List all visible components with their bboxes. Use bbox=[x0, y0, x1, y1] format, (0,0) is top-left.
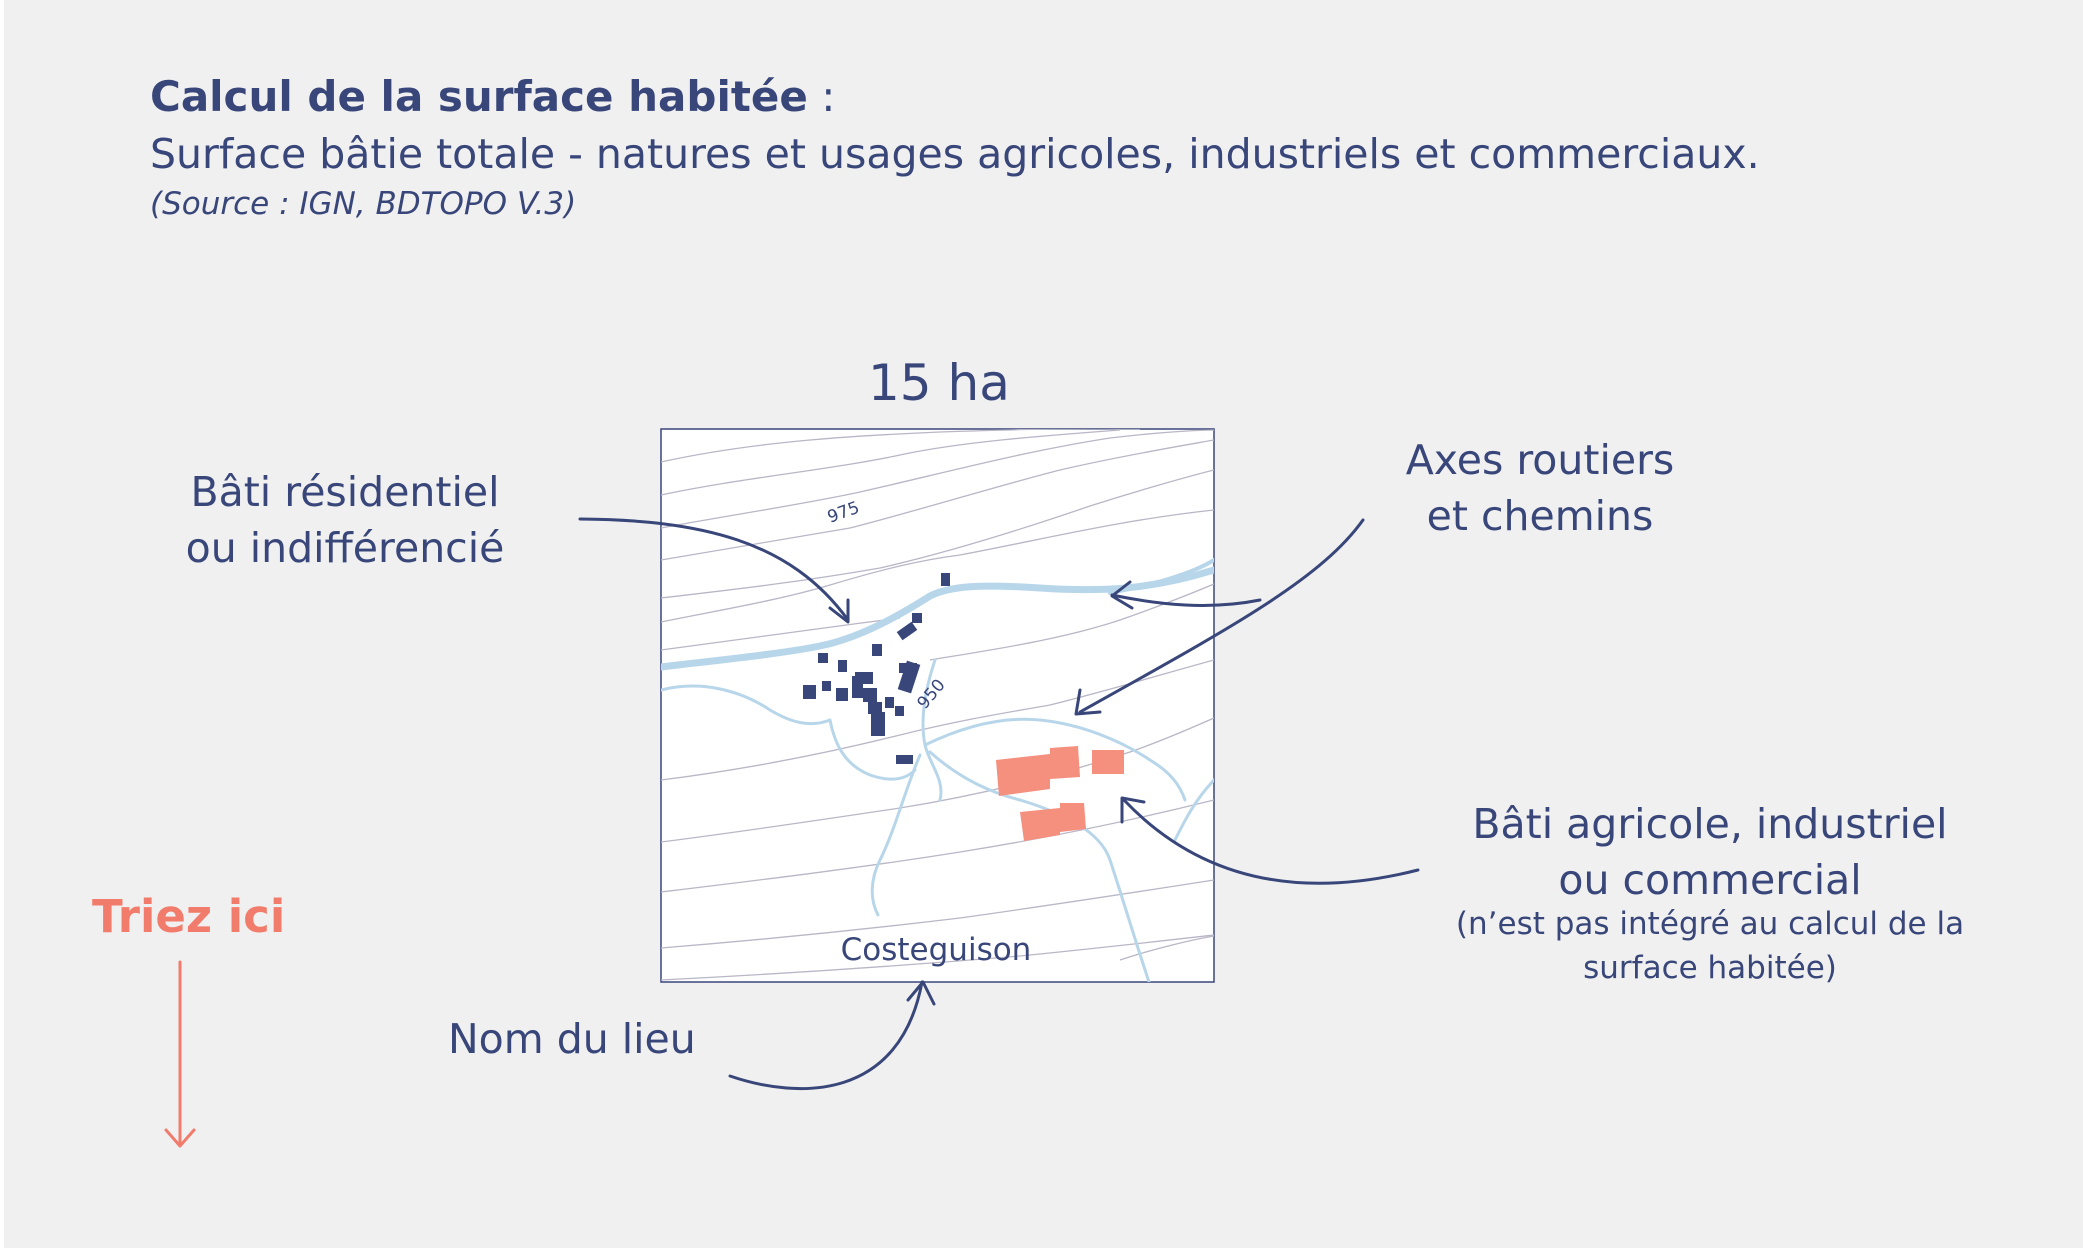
arrow-roads-lower bbox=[1078, 518, 1365, 714]
contour-line bbox=[661, 469, 1214, 599]
callout-place-name: Nom du lieu bbox=[448, 1015, 696, 1063]
agricultural-building bbox=[996, 746, 1080, 796]
residential-building bbox=[872, 644, 882, 656]
subtitle: Surface bâtie totale - natures et usages… bbox=[150, 130, 1760, 178]
arrowhead-roads-upper bbox=[1110, 580, 1134, 610]
callout-agricultural-line2: ou commercial bbox=[1558, 856, 1862, 904]
map-frame bbox=[660, 428, 1215, 983]
page-title-bold: Calcul de la surface habitée bbox=[150, 72, 808, 121]
arrowhead-place-name bbox=[906, 980, 936, 1006]
callout-residential: Bâti résidentiel ou indifférencié bbox=[150, 464, 540, 576]
residential-building bbox=[836, 688, 848, 701]
residential-building bbox=[941, 573, 950, 586]
contour-line bbox=[929, 583, 1214, 661]
contour-line bbox=[661, 439, 1214, 561]
contour-lines bbox=[661, 429, 1214, 981]
contour-line bbox=[661, 934, 1214, 981]
contour-line bbox=[661, 717, 1214, 843]
residential-building bbox=[895, 706, 904, 716]
path bbox=[923, 717, 1187, 802]
residential-building bbox=[852, 676, 863, 698]
residential-building bbox=[885, 697, 894, 708]
residential-buildings bbox=[803, 573, 950, 764]
arrow-agricultural bbox=[1122, 798, 1420, 885]
map-area-label: 15 ha bbox=[868, 354, 1010, 412]
residential-building bbox=[897, 660, 921, 694]
callout-roads-line1: Axes routiers bbox=[1405, 436, 1675, 484]
agricultural-building bbox=[1020, 803, 1086, 841]
residential-building bbox=[863, 688, 877, 702]
contour-line bbox=[661, 429, 1121, 496]
residential-building bbox=[896, 621, 918, 641]
map-place-name: Costeguison bbox=[841, 932, 1032, 968]
residential-building bbox=[912, 613, 922, 623]
residential-building bbox=[822, 681, 831, 691]
callout-roads: Axes routiers et chemins bbox=[1360, 432, 1720, 544]
path bbox=[870, 753, 922, 917]
page-title: Calcul de la surface habitée : bbox=[150, 72, 835, 121]
residential-building bbox=[818, 653, 828, 663]
agricultural-building bbox=[1092, 750, 1124, 774]
source-note: (Source : IGN, BDTOPO V.3) bbox=[150, 186, 577, 222]
map: 975 950 bbox=[660, 428, 1215, 983]
arrowhead-roads-lower bbox=[1074, 688, 1102, 716]
path bbox=[661, 684, 832, 726]
residential-building bbox=[868, 702, 882, 714]
arrow-place-name bbox=[728, 980, 924, 1091]
residential-building bbox=[896, 755, 913, 764]
callout-arrows bbox=[578, 517, 1420, 1091]
contour-line bbox=[661, 799, 1214, 893]
contour-line bbox=[661, 429, 1140, 463]
main-road bbox=[661, 566, 1214, 671]
sort-here-label[interactable]: Triez ici bbox=[92, 890, 286, 943]
arrowhead-residential bbox=[828, 598, 850, 624]
contour-line bbox=[661, 617, 901, 651]
residential-building bbox=[871, 712, 885, 736]
residential-building bbox=[803, 685, 816, 699]
contour-line bbox=[661, 509, 1214, 623]
callout-agricultural: Bâti agricole, industriel ou commercial bbox=[1400, 796, 2020, 908]
callout-agricultural-line1: Bâti agricole, industriel bbox=[1472, 800, 1948, 848]
residential-building bbox=[838, 660, 847, 672]
path bbox=[828, 718, 917, 781]
contour-line bbox=[661, 879, 1214, 949]
agricultural-buildings bbox=[996, 746, 1124, 841]
arrow-residential bbox=[578, 517, 850, 622]
arrow-roads-upper bbox=[1110, 593, 1262, 607]
callout-roads-line2: et chemins bbox=[1426, 492, 1654, 540]
roads bbox=[661, 558, 1214, 982]
road-branch bbox=[1108, 558, 1214, 595]
down-arrow-head bbox=[164, 1128, 196, 1148]
path bbox=[1173, 778, 1214, 842]
callout-residential-line2: ou indifférencié bbox=[185, 524, 505, 572]
callout-agricultural-note: (n’est pas intégré au calcul de la surfa… bbox=[1455, 906, 1965, 986]
arrowhead-agricultural bbox=[1120, 796, 1146, 824]
callout-residential-line1: Bâti résidentiel bbox=[190, 468, 500, 516]
contour-line bbox=[661, 429, 1214, 529]
down-arrow-icon[interactable] bbox=[164, 960, 196, 1148]
page-title-suffix: : bbox=[807, 72, 836, 121]
contour-line bbox=[1119, 935, 1214, 961]
